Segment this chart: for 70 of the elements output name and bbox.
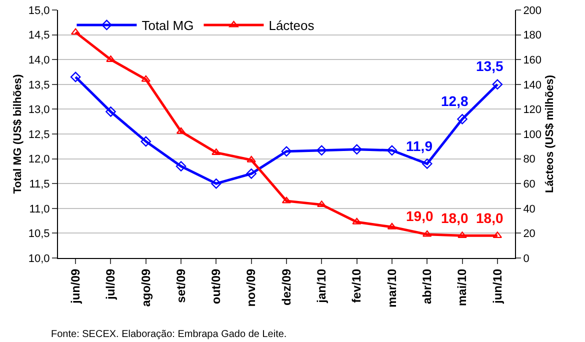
y-tick-label: 14,0	[28, 54, 50, 66]
data-label: 13,5	[476, 58, 504, 74]
y2-tick-label: 80	[523, 154, 536, 166]
y2-tick-label: 180	[523, 30, 542, 42]
point	[70, 72, 81, 82]
point	[282, 196, 292, 204]
point	[211, 178, 222, 189]
y-tick-label: 15,0	[28, 4, 50, 17]
x-tick-label: fev/10	[350, 268, 364, 303]
y2-tick-label: 20	[523, 228, 536, 240]
point	[457, 114, 468, 124]
point	[352, 218, 362, 224]
y-tick-label: 10,0	[28, 252, 50, 265]
y2-tick-label: 100	[523, 128, 542, 141]
data-label: 18,0	[476, 210, 504, 226]
point	[106, 106, 116, 117]
point	[458, 232, 467, 238]
y-tick-label: 14,5	[28, 30, 50, 42]
x-tick-label: mar/10	[384, 268, 399, 308]
y2-tick-label: 60	[523, 178, 536, 190]
y2-tick-label: 160	[523, 54, 542, 66]
y-tick-label: 11,0	[29, 203, 50, 216]
x-tick-label: jun/10	[490, 268, 504, 304]
y2-tick-label: 200	[523, 4, 542, 17]
y2-tick-label: 140	[523, 79, 542, 92]
x-tick-label: jul/09	[104, 268, 118, 300]
y-tick-label: 12,5	[28, 128, 50, 141]
point	[140, 136, 152, 147]
point	[387, 222, 397, 230]
point	[141, 75, 151, 82]
x-tick-label: jun/09	[68, 268, 82, 304]
y2-tick-label: 40	[523, 203, 536, 216]
point	[492, 79, 503, 90]
point	[70, 28, 80, 35]
y2-tick-label: 120	[523, 104, 542, 116]
data-label: 18,0	[441, 210, 468, 226]
x-tick-label: abr/10	[420, 268, 434, 304]
point	[422, 158, 432, 169]
x-tick-label: mai/10	[455, 268, 470, 306]
y-tick-label: 12,0	[28, 154, 50, 166]
data-label: 11,9	[406, 138, 433, 154]
data-label: 19,0	[406, 208, 434, 224]
point	[316, 145, 327, 156]
y2-axis-title: Lácteos (US$ milhões)	[544, 74, 556, 193]
point	[246, 156, 256, 162]
y-axis-title: Total MG (US$ bilhões)	[12, 74, 24, 194]
y-tick-label: 11,5	[29, 178, 50, 190]
x-tick-label: nov/09	[244, 268, 258, 307]
point	[281, 146, 292, 157]
point	[492, 232, 502, 238]
data-label: 12,8	[441, 93, 468, 109]
y2-tick-label: 0	[523, 252, 530, 265]
point	[317, 200, 326, 208]
point	[246, 168, 256, 179]
source-note: Fonte: SECEX. Elaboração: Embrapa Gado de Leite.	[51, 329, 287, 340]
y-tick-label: 13,5	[28, 79, 50, 92]
x-tick-label: jan/10	[314, 268, 329, 304]
point	[386, 145, 398, 156]
point	[176, 127, 186, 134]
x-tick-label: set/09	[174, 268, 188, 303]
x-tick-label: dez/09	[279, 268, 294, 306]
legend-label: Lácteos	[268, 18, 315, 34]
point	[352, 144, 362, 155]
x-tick-label: ago/09	[138, 268, 153, 307]
legend-label: Total MG	[142, 18, 194, 34]
y-tick-label: 13,0	[28, 104, 50, 116]
point	[422, 230, 432, 237]
point	[176, 161, 186, 172]
x-tick-label: out/09	[209, 268, 224, 304]
y-tick-label: 10,5	[28, 228, 50, 240]
